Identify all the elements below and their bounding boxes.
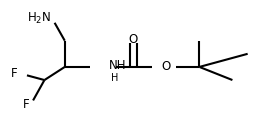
Text: F: F (23, 98, 30, 111)
Text: H$_2$N: H$_2$N (27, 11, 52, 26)
Text: NH: NH (109, 59, 127, 72)
Text: H: H (111, 73, 119, 83)
Text: F: F (11, 67, 17, 80)
Text: O: O (129, 33, 138, 46)
Text: O: O (162, 60, 171, 73)
